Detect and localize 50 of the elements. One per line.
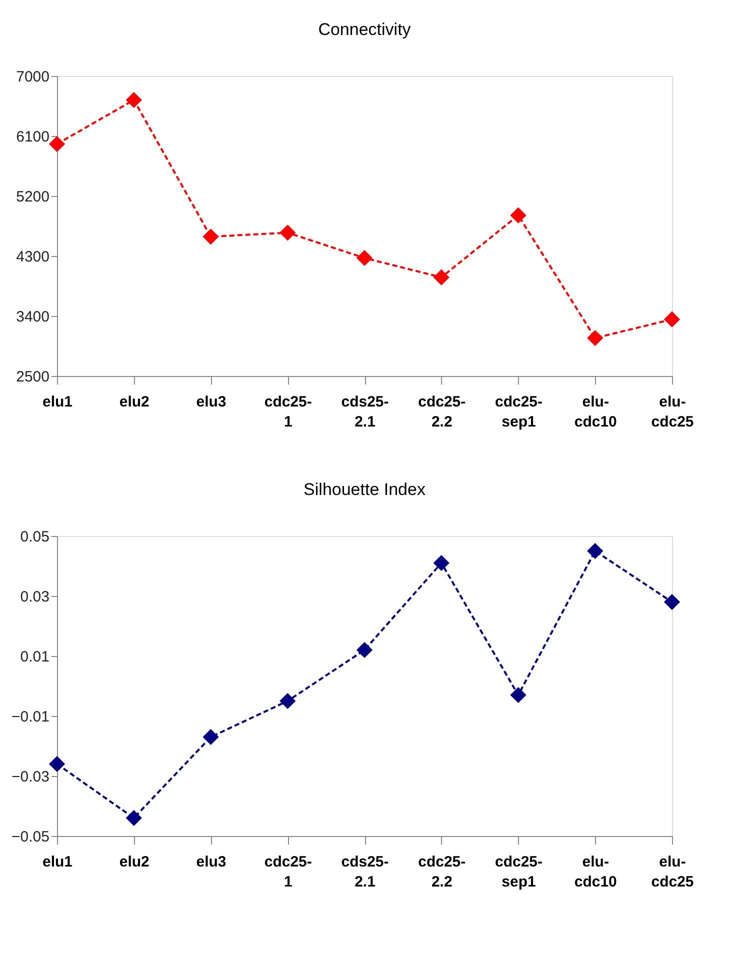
y-tick-label: 0.01 [20, 648, 50, 666]
point [433, 554, 450, 572]
x-tick-label: elu-cdc10 [574, 394, 617, 430]
y-tick-label: 5200 [16, 188, 50, 206]
y-tick-label: 0.03 [20, 588, 50, 606]
y-tick-label: −0.05 [12, 828, 50, 846]
x-tick-label: cdc25-2.2 [418, 394, 466, 430]
y-tick-label: 2500 [16, 368, 50, 386]
y-tick-label: 3400 [16, 308, 50, 326]
y-tick-label: −0.03 [12, 768, 50, 786]
y-tick-label: 6100 [16, 128, 50, 146]
x-tick-label: cds25-2.1 [341, 854, 389, 890]
x-tick-label: cdc25-1 [264, 854, 312, 890]
y-tick-label: 7000 [16, 68, 50, 86]
point [202, 228, 219, 245]
point [510, 686, 526, 704]
x-tick-label: elu2 [119, 394, 150, 410]
x-tick-label: cdc25-sep1 [494, 854, 543, 890]
x-tick-label: elu-cdc25 [651, 854, 694, 890]
point [664, 311, 680, 328]
point [587, 542, 604, 560]
x-tick-label: cds25-2.1 [341, 394, 389, 430]
x-tick-label: cdc25-1 [264, 394, 312, 430]
x-tick-label: cdc25-sep1 [494, 394, 543, 430]
x-tick-label: elu2 [119, 854, 150, 870]
chart-title: Silhouette Index [304, 480, 426, 499]
point [433, 269, 450, 286]
point [280, 692, 296, 710]
x-tick-label: elu-cdc10 [574, 854, 617, 890]
y-tick-label: 0.05 [20, 528, 50, 546]
x-tick-label: elu1 [42, 854, 73, 870]
point [48, 136, 66, 152]
point [587, 330, 604, 346]
point [356, 642, 373, 658]
point [664, 594, 680, 610]
x-tick-label: elu-cdc25 [651, 394, 694, 430]
point [126, 810, 142, 826]
y-tick-label: 4300 [16, 248, 50, 266]
point [202, 728, 219, 746]
point [126, 92, 142, 108]
y-tick-label: −0.01 [12, 708, 50, 726]
point [280, 224, 296, 241]
point [48, 756, 66, 772]
chart-title: Connectivity [318, 20, 412, 39]
x-tick-label: elu3 [196, 854, 226, 870]
point [510, 207, 526, 224]
point [356, 250, 373, 266]
x-tick-label: cdc25-2.2 [418, 854, 466, 890]
x-tick-label: elu1 [42, 394, 73, 410]
x-tick-label: elu3 [196, 394, 226, 410]
